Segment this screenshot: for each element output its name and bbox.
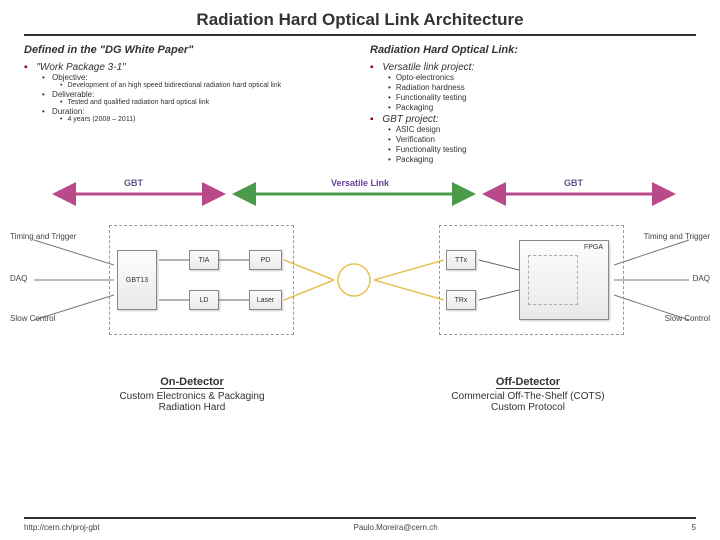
list-item: Radiation hardness	[388, 83, 696, 92]
footer-url: http://cern.ch/proj-gbt	[24, 523, 100, 532]
right-column: Radiation Hard Optical Link: Versatile l…	[370, 44, 696, 166]
page-title: Radiation Hard Optical Link Architecture	[24, 10, 696, 30]
work-package-item: "Work Package 3-1" Objective: Developmen…	[24, 62, 350, 123]
content-columns: Defined in the "DG White Paper" "Work Pa…	[24, 44, 696, 166]
right-signal-slow: Slow Control	[665, 314, 710, 323]
list-item: Packaging	[388, 103, 696, 112]
page-number: 5	[692, 523, 696, 532]
right-signal-timing: Timing and Trigger	[644, 232, 710, 241]
right-heading: Radiation Hard Optical Link:	[370, 44, 696, 56]
objective-item: Objective: Development of an high speed …	[42, 73, 350, 89]
title-rule	[24, 34, 696, 36]
box-ttx: TTx	[446, 250, 476, 270]
left-signal-slow: Slow Control	[10, 314, 55, 323]
deliverable-detail: Tested and qualified radiation hard opti…	[60, 99, 350, 106]
box-ld: LD	[189, 290, 219, 310]
left-heading: Defined in the "DG White Paper"	[24, 44, 350, 56]
box-laser: Laser	[249, 290, 282, 310]
versatile-project-item: Versatile link project: Opto-electronics…	[370, 62, 696, 112]
list-item: Functionality testing	[388, 93, 696, 102]
list-item: ASIC design	[388, 125, 696, 134]
architecture-diagram: GBT Versatile Link GBT Timing and Trigge…	[24, 180, 696, 370]
on-detector-desc: On-Detector Custom Electronics & Packagi…	[24, 376, 360, 413]
box-pd: PD	[249, 250, 282, 270]
objective-detail: Development of an high speed bidirection…	[60, 82, 350, 89]
list-item: Functionality testing	[388, 145, 696, 154]
left-column: Defined in the "DG White Paper" "Work Pa…	[24, 44, 350, 166]
right-signal-daq: DAQ	[693, 274, 710, 283]
versatile-label: Versatile Link	[24, 178, 696, 188]
bottom-columns: On-Detector Custom Electronics & Packagi…	[24, 376, 696, 413]
box-fpga: FPGA	[519, 240, 609, 320]
box-tia: TIA	[189, 250, 219, 270]
list-item: Packaging	[388, 155, 696, 164]
left-signal-daq: DAQ	[10, 274, 27, 283]
box-trx: TRx	[446, 290, 476, 310]
gbt-project-item: GBT project: ASIC design Verification Fu…	[370, 114, 696, 164]
deliverable-item: Deliverable: Tested and qualified radiat…	[42, 90, 350, 106]
footer: http://cern.ch/proj-gbt Paulo.Moreira@ce…	[24, 517, 696, 532]
duration-detail: 4 years (2008 – 2011)	[60, 116, 350, 123]
footer-email: Paulo.Moreira@cern.ch	[353, 523, 437, 532]
left-signal-timing: Timing and Trigger	[10, 232, 76, 241]
box-gbt13: GBT13	[117, 250, 157, 310]
gbt-label-right: GBT	[564, 178, 583, 188]
list-item: Opto-electronics	[388, 73, 696, 82]
duration-item: Duration: 4 years (2008 – 2011)	[42, 107, 350, 123]
list-item: Verification	[388, 135, 696, 144]
off-detector-desc: Off-Detector Commercial Off-The-Shelf (C…	[360, 376, 696, 413]
